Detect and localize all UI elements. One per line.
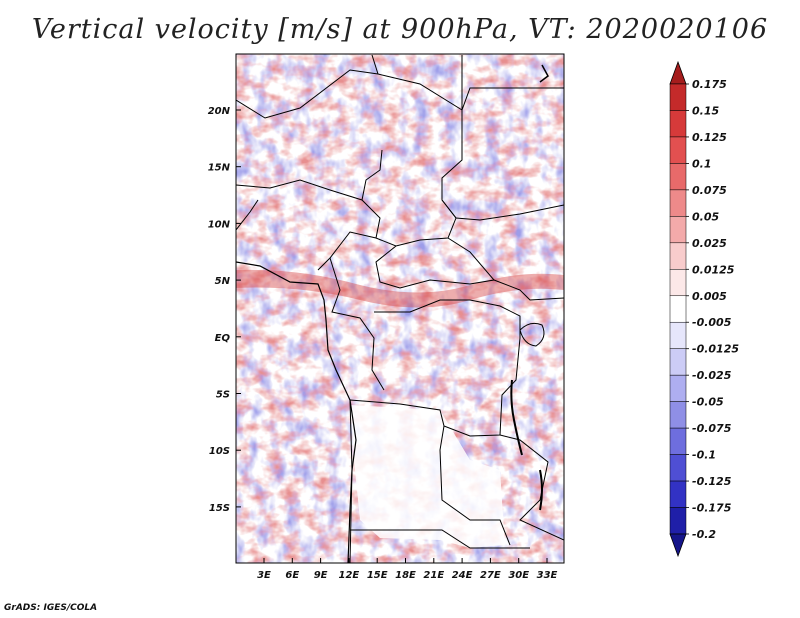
colorbar-swatch xyxy=(669,348,687,376)
colorbar-label: -0.005 xyxy=(692,316,732,329)
colorbar-swatch xyxy=(669,83,687,111)
colorbar-label: -0.0125 xyxy=(692,343,739,356)
lon-tick-label: 30E xyxy=(508,570,529,581)
colorbar-swatch xyxy=(669,189,687,217)
colorbar-swatch xyxy=(669,163,687,191)
colorbar-label: 0.05 xyxy=(692,210,719,223)
colorbar-swatch xyxy=(669,321,687,349)
colorbar-label: 0.005 xyxy=(692,290,727,303)
colorbar-swatch xyxy=(669,110,687,138)
west-coastline xyxy=(236,261,357,563)
lake-nasser xyxy=(539,64,549,83)
lake-tanganyika xyxy=(510,379,523,456)
lon-tick-label: 24E xyxy=(452,570,473,581)
lake-victoria xyxy=(519,322,545,347)
map-panel: 20N 15N 10N 5N EQ 5S 10S 15S 3E 6E 9E 12E 15E 18E 21E… xyxy=(208,53,565,581)
lat-tick-label: 5N xyxy=(215,276,231,287)
lake-malawi xyxy=(539,469,543,511)
colorbar-swatch xyxy=(669,295,687,323)
map-title: Vertical velocity [m/s] at 900hPa, VT: 2… xyxy=(31,14,769,45)
longitude-axis: 3E 6E 9E 12E 15E 18E 21E 24E 27E 30E 33E xyxy=(257,558,558,581)
convergence-band xyxy=(236,269,564,308)
lat-tick-label: EQ xyxy=(215,333,231,344)
border-sahel xyxy=(236,179,381,239)
colorbar-label: -0.175 xyxy=(692,502,732,515)
colorbar-swatch xyxy=(669,507,687,535)
colorbar-swatch xyxy=(669,401,687,429)
colorbar-swatch xyxy=(669,454,687,482)
latitude-axis: 20N 15N 10N 5N EQ 5S 10S 15S xyxy=(208,106,241,514)
border-car xyxy=(375,237,495,289)
colorbar-swatch xyxy=(669,427,687,455)
colorbar-swatch xyxy=(669,374,687,402)
grads-credit: GrADS: IGES/COLA xyxy=(4,603,98,613)
lon-tick-label: 33E xyxy=(537,570,558,581)
colorbar-label: 0.175 xyxy=(692,78,727,91)
lon-tick-label: 9E xyxy=(314,570,328,581)
colorbar-swatch xyxy=(669,216,687,244)
lon-tick-label: 27E xyxy=(480,570,501,581)
colorbar-label: 0.125 xyxy=(692,131,727,144)
lon-tick-label: 18E xyxy=(395,570,416,581)
colorbar-label: -0.05 xyxy=(692,396,724,409)
border-namibia xyxy=(350,529,530,549)
lon-tick-label: 21E xyxy=(423,570,444,581)
border-sahara xyxy=(236,69,463,219)
lon-tick-label: 6E xyxy=(285,570,299,581)
lon-tick-label: 15E xyxy=(367,570,388,581)
colorbar-label: 0.15 xyxy=(692,104,719,117)
border-congo xyxy=(374,299,521,338)
lat-tick-label: 10S xyxy=(209,446,230,457)
colorbar-label: 0.1 xyxy=(692,157,712,170)
lat-tick-label: 5S xyxy=(216,390,230,401)
lat-tick-label: 15N xyxy=(208,163,231,174)
lat-tick-label: 10N xyxy=(208,219,231,230)
colorbar-max-arrow xyxy=(669,60,687,85)
colorbar-label: -0.2 xyxy=(692,528,716,541)
colorbar-label: -0.025 xyxy=(692,369,732,382)
colorbar-label: -0.125 xyxy=(692,475,732,488)
border-cameroon xyxy=(329,257,385,391)
lat-tick-label: 15S xyxy=(209,503,230,514)
colorbar-swatch xyxy=(669,136,687,164)
lat-tick-label: 20N xyxy=(208,106,231,117)
colorbar-label: -0.1 xyxy=(692,449,716,462)
velocity-field xyxy=(236,54,564,563)
lon-tick-label: 3E xyxy=(257,570,271,581)
border-angola xyxy=(439,425,511,546)
colorbar-min-arrow xyxy=(669,533,687,558)
lon-tick-label: 12E xyxy=(339,570,360,581)
map-frame xyxy=(235,53,565,564)
southern-calm-region xyxy=(350,405,505,548)
colorbar-label: 0.075 xyxy=(692,184,727,197)
colorbar-label: 0.025 xyxy=(692,237,727,250)
colorbar-swatch xyxy=(669,269,687,297)
colorbar: 0.175 0.15 0.125 0.1 0.075 0.05 0.025 0.0125 0.0… xyxy=(669,60,739,558)
colorbar-label: 0.0125 xyxy=(692,263,735,276)
colorbar-swatch xyxy=(669,242,687,270)
colorbar-label: -0.075 xyxy=(692,422,732,435)
colorbar-swatch xyxy=(669,480,687,508)
